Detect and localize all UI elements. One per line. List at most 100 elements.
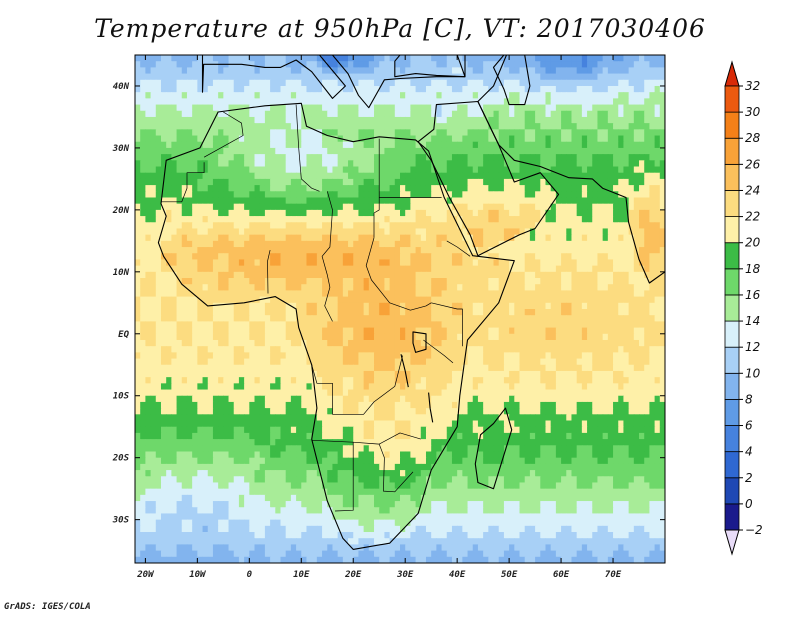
field-cell <box>451 123 458 130</box>
field-cell <box>535 185 541 192</box>
field-cell <box>233 339 240 347</box>
field-cell <box>368 259 375 267</box>
field-cell <box>160 129 167 137</box>
field-cell <box>228 172 235 180</box>
field-cell <box>358 73 365 81</box>
field-cell <box>587 284 593 292</box>
field-cell <box>332 259 339 267</box>
field-cell <box>597 185 604 192</box>
field-cell <box>275 129 282 137</box>
field-cell <box>374 284 380 292</box>
field-cell <box>592 315 599 322</box>
field-cell <box>384 67 391 75</box>
field-cell <box>238 197 245 205</box>
field-cell <box>171 73 178 81</box>
field-cell <box>431 284 437 292</box>
field-cell <box>160 284 167 292</box>
field-cell <box>135 135 141 143</box>
field-cell <box>394 116 401 124</box>
field-cell <box>259 321 266 329</box>
field-cell <box>540 98 547 106</box>
field-cell <box>301 73 308 81</box>
field-cell <box>150 172 157 180</box>
field-cell <box>477 67 484 75</box>
field-cell <box>218 247 224 254</box>
field-cell <box>467 116 474 124</box>
field-cell <box>181 253 188 261</box>
field-cell <box>566 129 573 137</box>
field-cell <box>477 315 484 322</box>
field-cell <box>228 265 235 273</box>
field-cell <box>659 116 665 124</box>
field-cell <box>446 265 453 273</box>
field-cell <box>535 123 541 130</box>
field-cell <box>176 315 183 322</box>
field-cell <box>264 104 271 112</box>
field-cell <box>306 55 313 62</box>
field-cell <box>244 253 250 261</box>
field-cell <box>342 185 349 192</box>
field-cell <box>649 197 656 205</box>
field-cell <box>451 129 458 137</box>
field-cell <box>389 178 396 186</box>
field-cell <box>618 116 625 124</box>
field-cell <box>535 271 541 279</box>
field-cell <box>270 203 276 211</box>
field-cell <box>540 116 547 124</box>
field-cell <box>140 98 146 106</box>
field-cell <box>571 172 578 180</box>
field-cell <box>514 154 521 161</box>
field-cell <box>436 92 443 99</box>
field-cell <box>218 315 224 322</box>
field-cell <box>264 160 271 168</box>
field-cell <box>535 79 541 87</box>
field-cell <box>483 290 489 298</box>
field-cell <box>602 265 609 273</box>
field-cell <box>472 104 479 112</box>
field-cell <box>540 216 547 223</box>
field-cell <box>524 296 531 304</box>
field-cell <box>477 271 484 279</box>
field-cell <box>259 284 266 292</box>
field-cell <box>592 61 599 68</box>
field-cell <box>436 259 443 267</box>
temperature-field <box>135 55 665 563</box>
field-cell <box>514 203 521 211</box>
field-cell <box>327 172 334 180</box>
field-cell <box>477 154 484 161</box>
field-cell <box>581 141 588 149</box>
field-cell <box>384 278 391 285</box>
field-cell <box>160 61 167 68</box>
field-cell <box>275 85 282 93</box>
field-cell <box>597 135 604 143</box>
field-cell <box>602 309 609 316</box>
field-cell <box>561 333 567 341</box>
field-cell <box>244 92 250 99</box>
field-cell <box>514 265 521 273</box>
field-cell <box>327 290 334 298</box>
field-cell <box>441 197 448 205</box>
field-cell <box>316 203 323 211</box>
field-cell <box>353 290 360 298</box>
field-cell <box>212 327 219 335</box>
field-cell <box>425 216 432 223</box>
field-cell <box>519 67 526 75</box>
field-cell <box>228 222 235 230</box>
field-cell <box>420 278 427 285</box>
field-cell <box>649 116 656 124</box>
field-cell <box>597 284 604 292</box>
field-cell <box>472 203 479 211</box>
field-cell <box>254 253 261 261</box>
field-cell <box>301 352 308 360</box>
field-cell <box>654 339 661 347</box>
field-cell <box>618 302 625 310</box>
field-cell <box>155 209 162 217</box>
field-cell <box>223 234 230 242</box>
field-cell <box>270 67 276 75</box>
field-cell <box>535 247 541 254</box>
field-cell <box>555 197 562 205</box>
field-cell <box>524 234 531 242</box>
field-cell <box>140 240 146 248</box>
field-cell <box>280 259 287 267</box>
field-cell <box>555 265 562 273</box>
